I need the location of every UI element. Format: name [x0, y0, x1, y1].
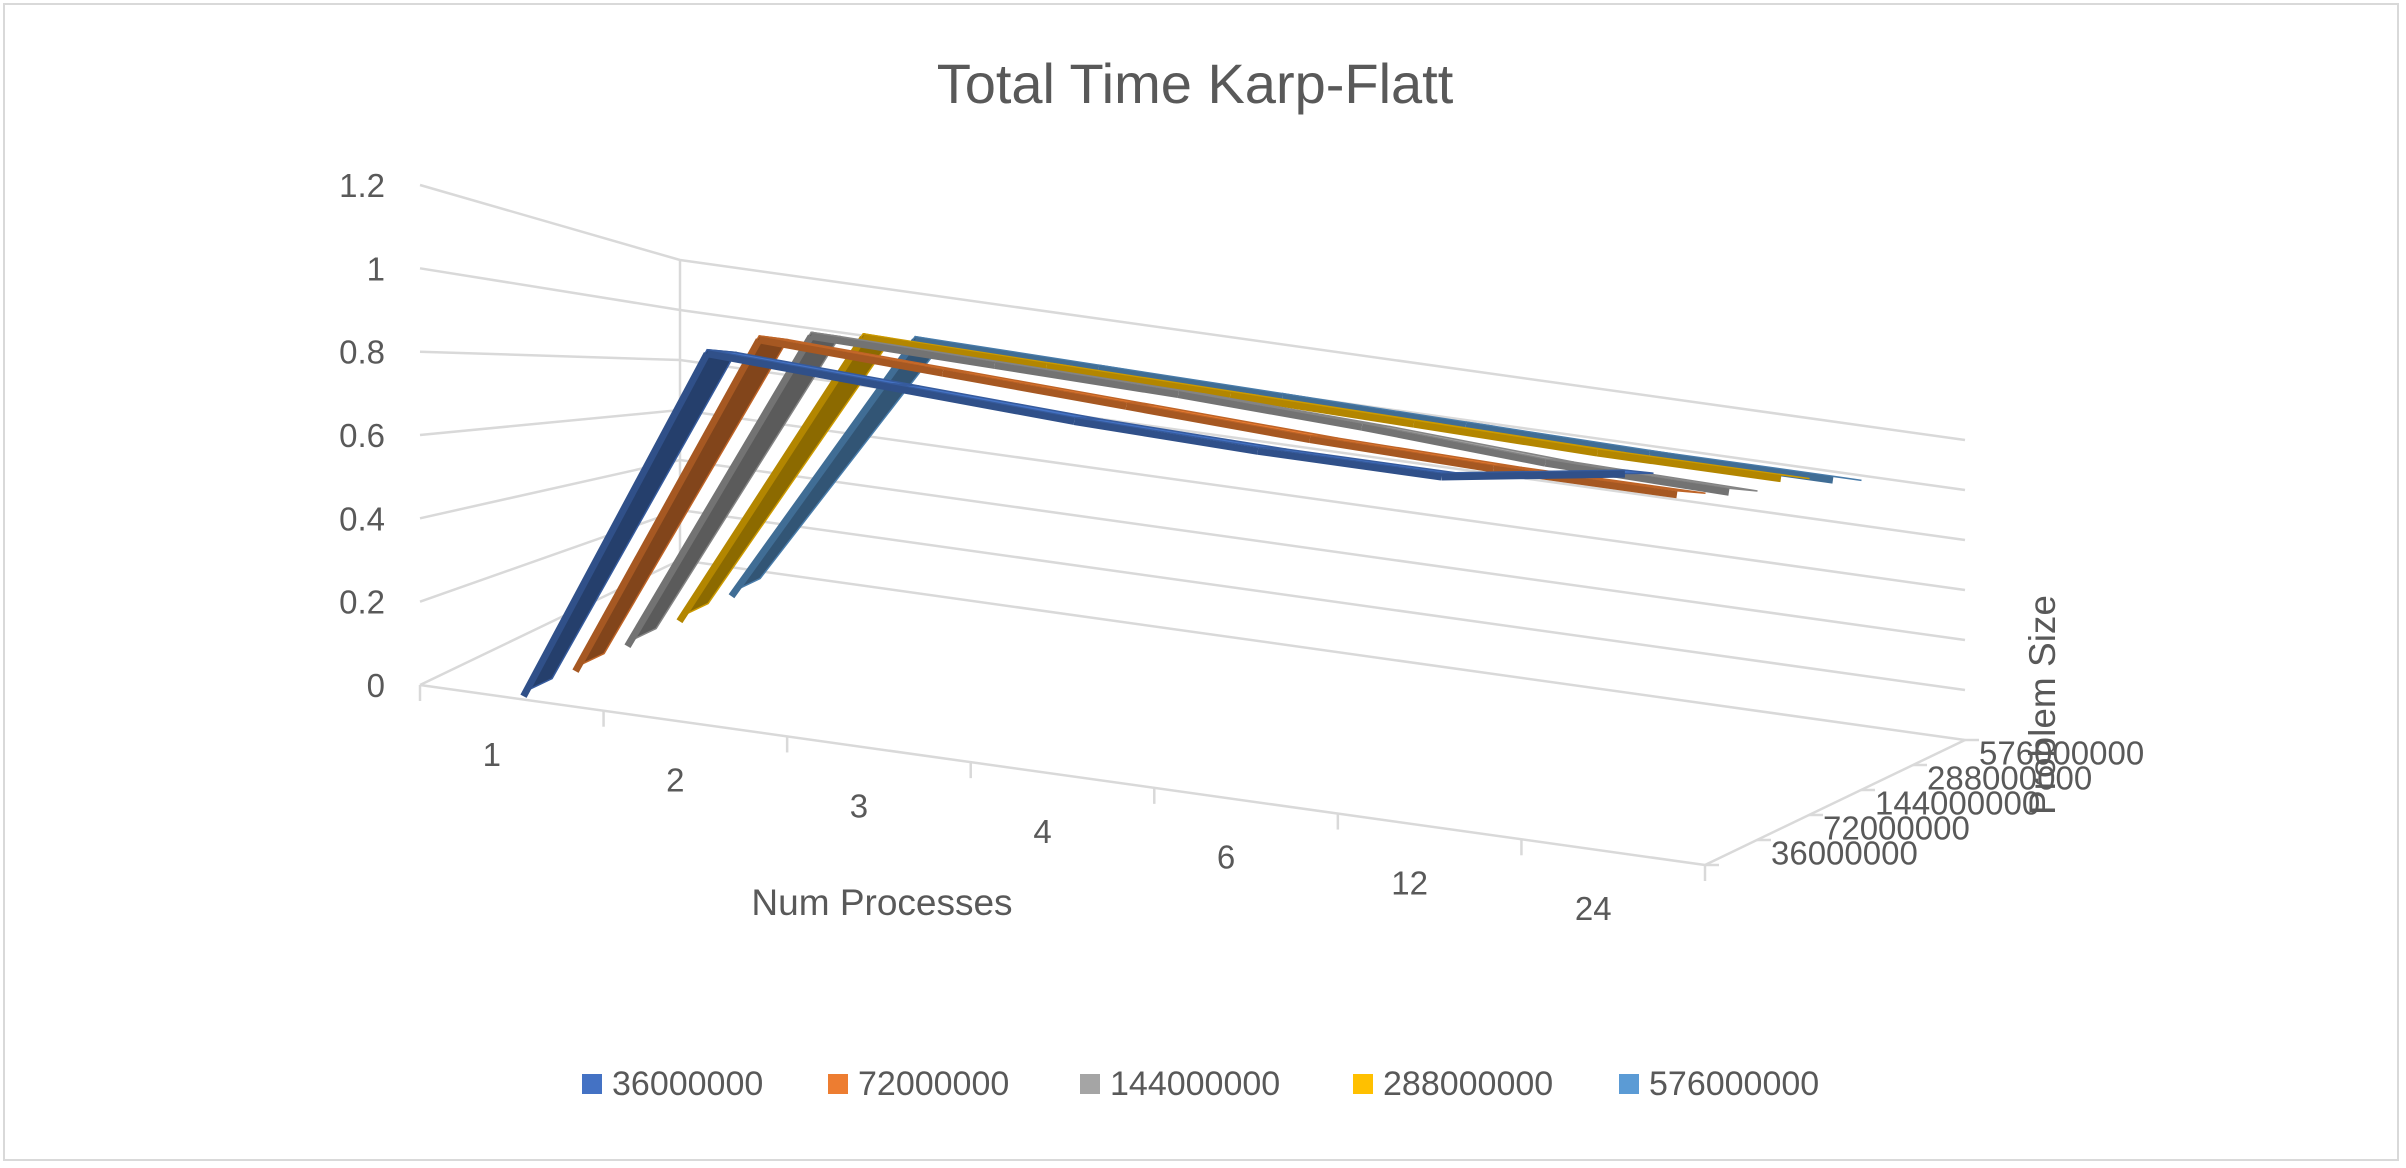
- gridline-1.2: [419, 183, 1966, 442]
- series-edge: [1465, 422, 1650, 458]
- x-tick-label: 1: [483, 736, 501, 773]
- series-edge: [1361, 423, 1547, 467]
- x-tick-label: 3: [850, 787, 868, 824]
- series-edge: [706, 350, 892, 392]
- y-tick-label: 0.2: [339, 584, 385, 621]
- x-tick-label: 6: [1217, 839, 1235, 876]
- series-edge: [1413, 420, 1598, 457]
- series-edge: [1281, 394, 1467, 430]
- x-tick-label: 2: [666, 762, 684, 799]
- series-ribbons: [520, 331, 1862, 698]
- series-ribbon-576000000: [728, 335, 1862, 599]
- legend-label-72000000: 72000000: [858, 1065, 1009, 1103]
- y-tick-label: 0: [367, 667, 385, 704]
- series-edge: [1309, 436, 1494, 473]
- series-edge: [889, 384, 1075, 425]
- x-axis-title: Num Processes: [751, 882, 1012, 923]
- chart-area: Total Time Karp-Flatt 0 0.2 0.4 0.6 0.8 1 1.2 1…: [3, 3, 2399, 1161]
- series-segment: [1649, 449, 1862, 482]
- y-tick-label: 1: [367, 250, 385, 287]
- series-edge: [942, 369, 1127, 410]
- series-edge: [758, 336, 944, 377]
- legend-label-144000000: 144000000: [1110, 1065, 1280, 1103]
- legend-swatch-288000000: [1353, 1074, 1373, 1094]
- gridlines: [419, 183, 1966, 742]
- depth-tick-label: 72000000: [1823, 810, 1970, 847]
- y-tick-label: 0.6: [339, 417, 385, 454]
- series-segment: [1597, 448, 1810, 480]
- x-tick-label: 24: [1575, 890, 1612, 927]
- series-segment: [1545, 458, 1758, 492]
- series-edge: [624, 334, 815, 649]
- series-ribbon-36000000: [520, 348, 1654, 698]
- depth-tick-label: 36000000: [1771, 835, 1918, 872]
- depth-tick-label: 144000000: [1875, 785, 2040, 822]
- series-ribbon-72000000: [572, 335, 1706, 673]
- depth-axis-title: Problem Size: [2022, 595, 2063, 815]
- legend-label-36000000: 36000000: [612, 1065, 763, 1103]
- x-tick-label: 12: [1391, 864, 1428, 901]
- legend-swatch-144000000: [1080, 1074, 1100, 1094]
- series-edge: [994, 361, 1179, 399]
- series-edge: [1229, 391, 1415, 428]
- series-edge: [1441, 470, 1625, 481]
- series-edge: [676, 335, 866, 624]
- legend-swatch-72000000: [828, 1074, 848, 1094]
- legend-swatch-36000000: [582, 1074, 602, 1094]
- y-tick-label: 0.8: [339, 334, 385, 371]
- axes: [418, 683, 1979, 881]
- series-edge: [1073, 418, 1259, 455]
- legend: 36000000 72000000 144000000 288000000 576000…: [582, 1065, 1819, 1103]
- legend-label-576000000: 576000000: [1649, 1065, 1819, 1103]
- series-edge: [1098, 365, 1283, 402]
- series-edge: [572, 338, 763, 673]
- legend-label-288000000: 288000000: [1383, 1065, 1553, 1103]
- depth-tick-label: 576000000: [1979, 735, 2144, 772]
- gridline-0: [419, 558, 1966, 742]
- legend-swatch-576000000: [1619, 1074, 1639, 1094]
- depth-axis-line: [1704, 738, 1966, 867]
- series-edge: [1648, 451, 1834, 484]
- series-edge: [914, 337, 1100, 373]
- series-ribbon-288000000: [676, 332, 1810, 624]
- y-tick-label: 1.2: [339, 167, 385, 204]
- tick-labels: 00.20.40.60.811.212346122436000000720000…: [339, 167, 2144, 927]
- depth-tick-label: 288000000: [1927, 760, 2092, 797]
- series-segment: [1074, 416, 1287, 450]
- series-edge: [1544, 459, 1730, 496]
- series-edge: [810, 332, 996, 369]
- y-tick-label: 0.4: [339, 500, 385, 537]
- karp-flatt-3d-line-chart: Total Time Karp-Flatt 0 0.2 0.4 0.6 0.8 1 1.2 1…: [339, 52, 2144, 1103]
- series-edge: [1046, 363, 1231, 399]
- series-edge: [1257, 447, 1442, 481]
- x-tick-label: 4: [1033, 813, 1051, 850]
- series-edge: [862, 334, 1048, 371]
- chart-title: Total Time Karp-Flatt: [937, 52, 1454, 115]
- series-edge: [1177, 391, 1363, 431]
- series-edge: [1125, 402, 1311, 444]
- series-segment: [890, 382, 1103, 421]
- x-axis-line: [419, 683, 1706, 867]
- series-edge: [520, 352, 711, 698]
- series-edge: [1596, 449, 1782, 483]
- series-ribbon-144000000: [624, 331, 1758, 649]
